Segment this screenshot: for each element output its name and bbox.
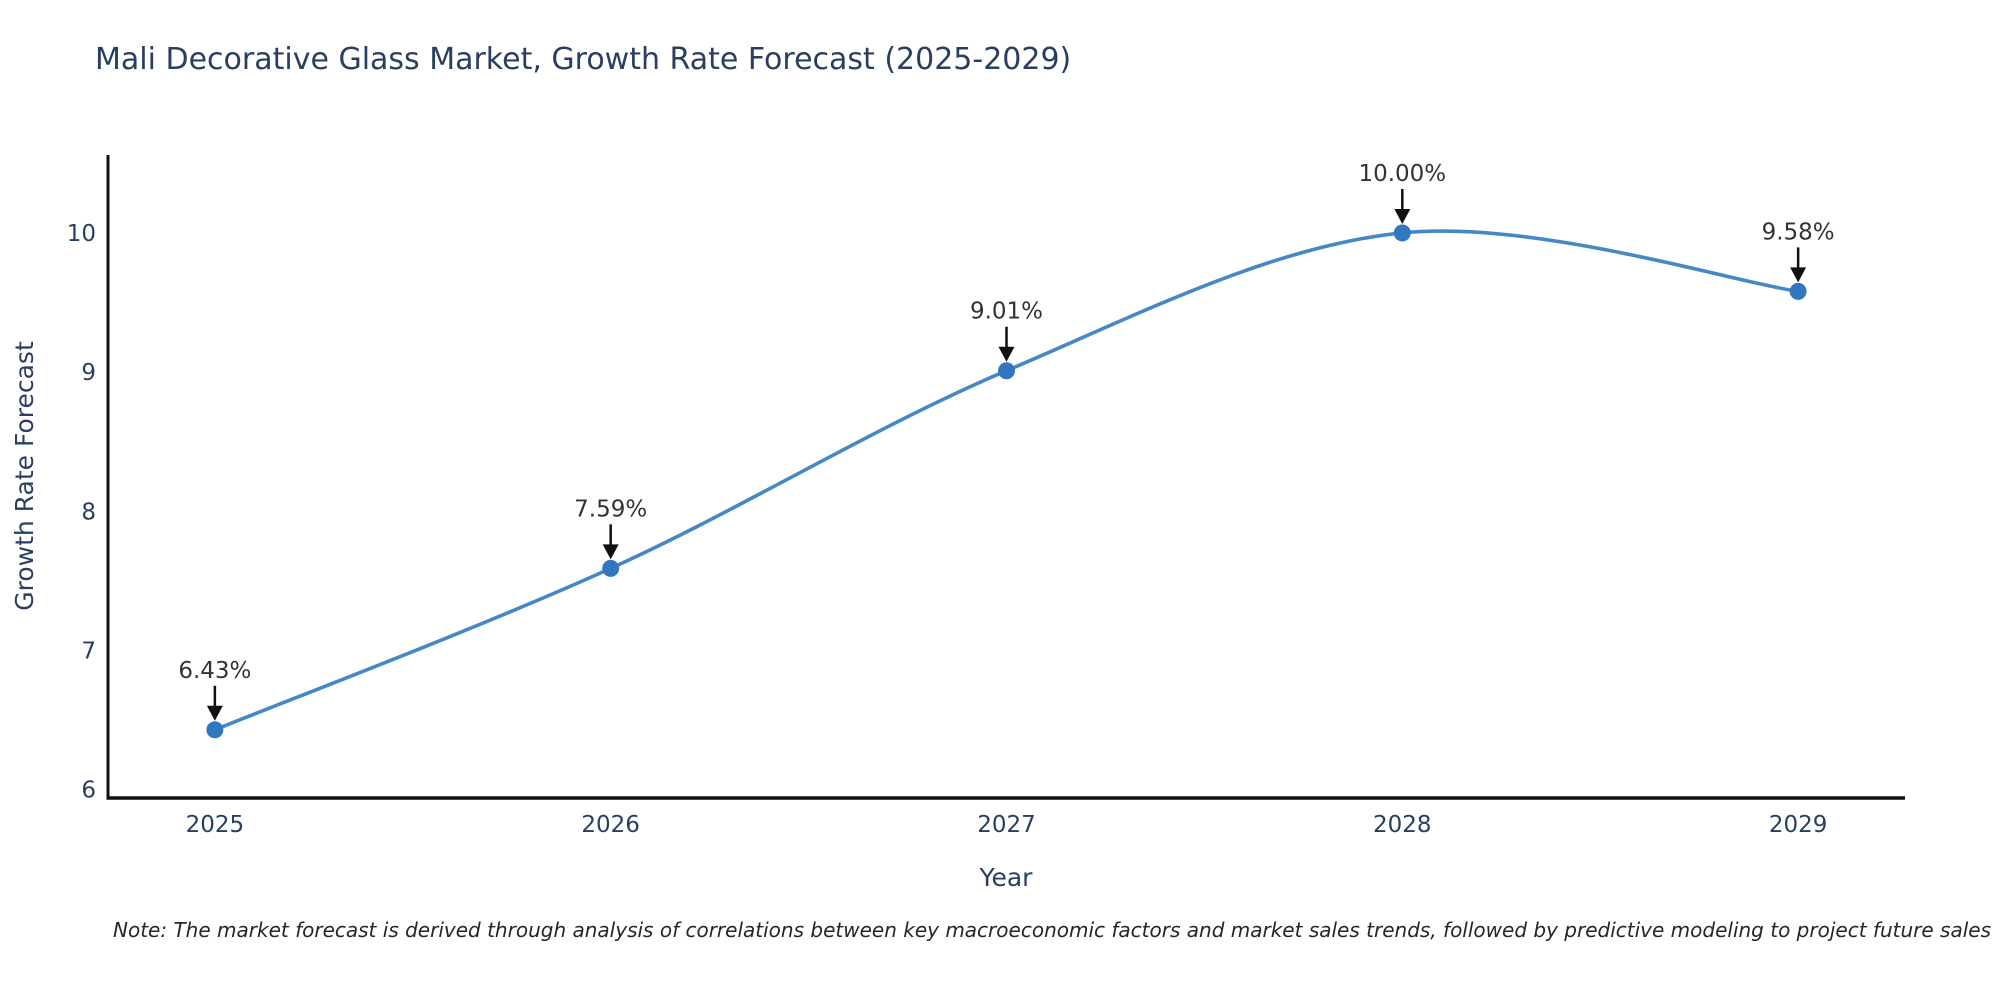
data-point-marker[interactable] bbox=[1789, 282, 1807, 300]
x-tick-label: 2026 bbox=[581, 812, 640, 838]
y-tick-label: 9 bbox=[81, 360, 96, 386]
data-point-marker[interactable] bbox=[1393, 224, 1411, 242]
chart-title: Mali Decorative Glass Market, Growth Rat… bbox=[95, 42, 1071, 77]
annotation-label: 9.01% bbox=[970, 299, 1043, 325]
annotation-label: 7.59% bbox=[574, 496, 647, 522]
x-tick-label: 2029 bbox=[1769, 812, 1828, 838]
annotation-label: 9.58% bbox=[1762, 219, 1835, 245]
annotation-label: 6.43% bbox=[178, 658, 251, 684]
plot-layer: 6 7 8 9 10 2025 2026 2027 2028 2029 6.43% 7.59% 9.01… bbox=[67, 155, 1905, 838]
y-axis-title: Growth Rate Forecast bbox=[10, 341, 39, 611]
data-point-marker[interactable] bbox=[998, 362, 1015, 380]
y-tick-label: 8 bbox=[81, 499, 96, 525]
annotation-arrowhead bbox=[206, 705, 223, 721]
data-point-marker[interactable] bbox=[206, 721, 224, 739]
data-point-marker[interactable] bbox=[602, 559, 620, 577]
y-tick-label: 7 bbox=[81, 638, 96, 664]
annotation-arrowhead bbox=[1394, 208, 1411, 224]
y-tick-label: 6 bbox=[81, 778, 96, 804]
annotation-label: 10.00% bbox=[1358, 161, 1446, 187]
x-axis-title: Year bbox=[979, 863, 1034, 892]
footnote: Note: The market forecast is derived thr… bbox=[113, 918, 1991, 942]
y-tick-label: 10 bbox=[67, 221, 96, 247]
x-tick-label: 2028 bbox=[1373, 812, 1432, 838]
x-tick-label: 2025 bbox=[186, 812, 245, 838]
annotation-arrowhead bbox=[998, 346, 1015, 362]
x-tick-label: 2027 bbox=[977, 812, 1036, 838]
annotation-arrowhead bbox=[602, 544, 619, 560]
annotation-arrowhead bbox=[1790, 267, 1807, 283]
